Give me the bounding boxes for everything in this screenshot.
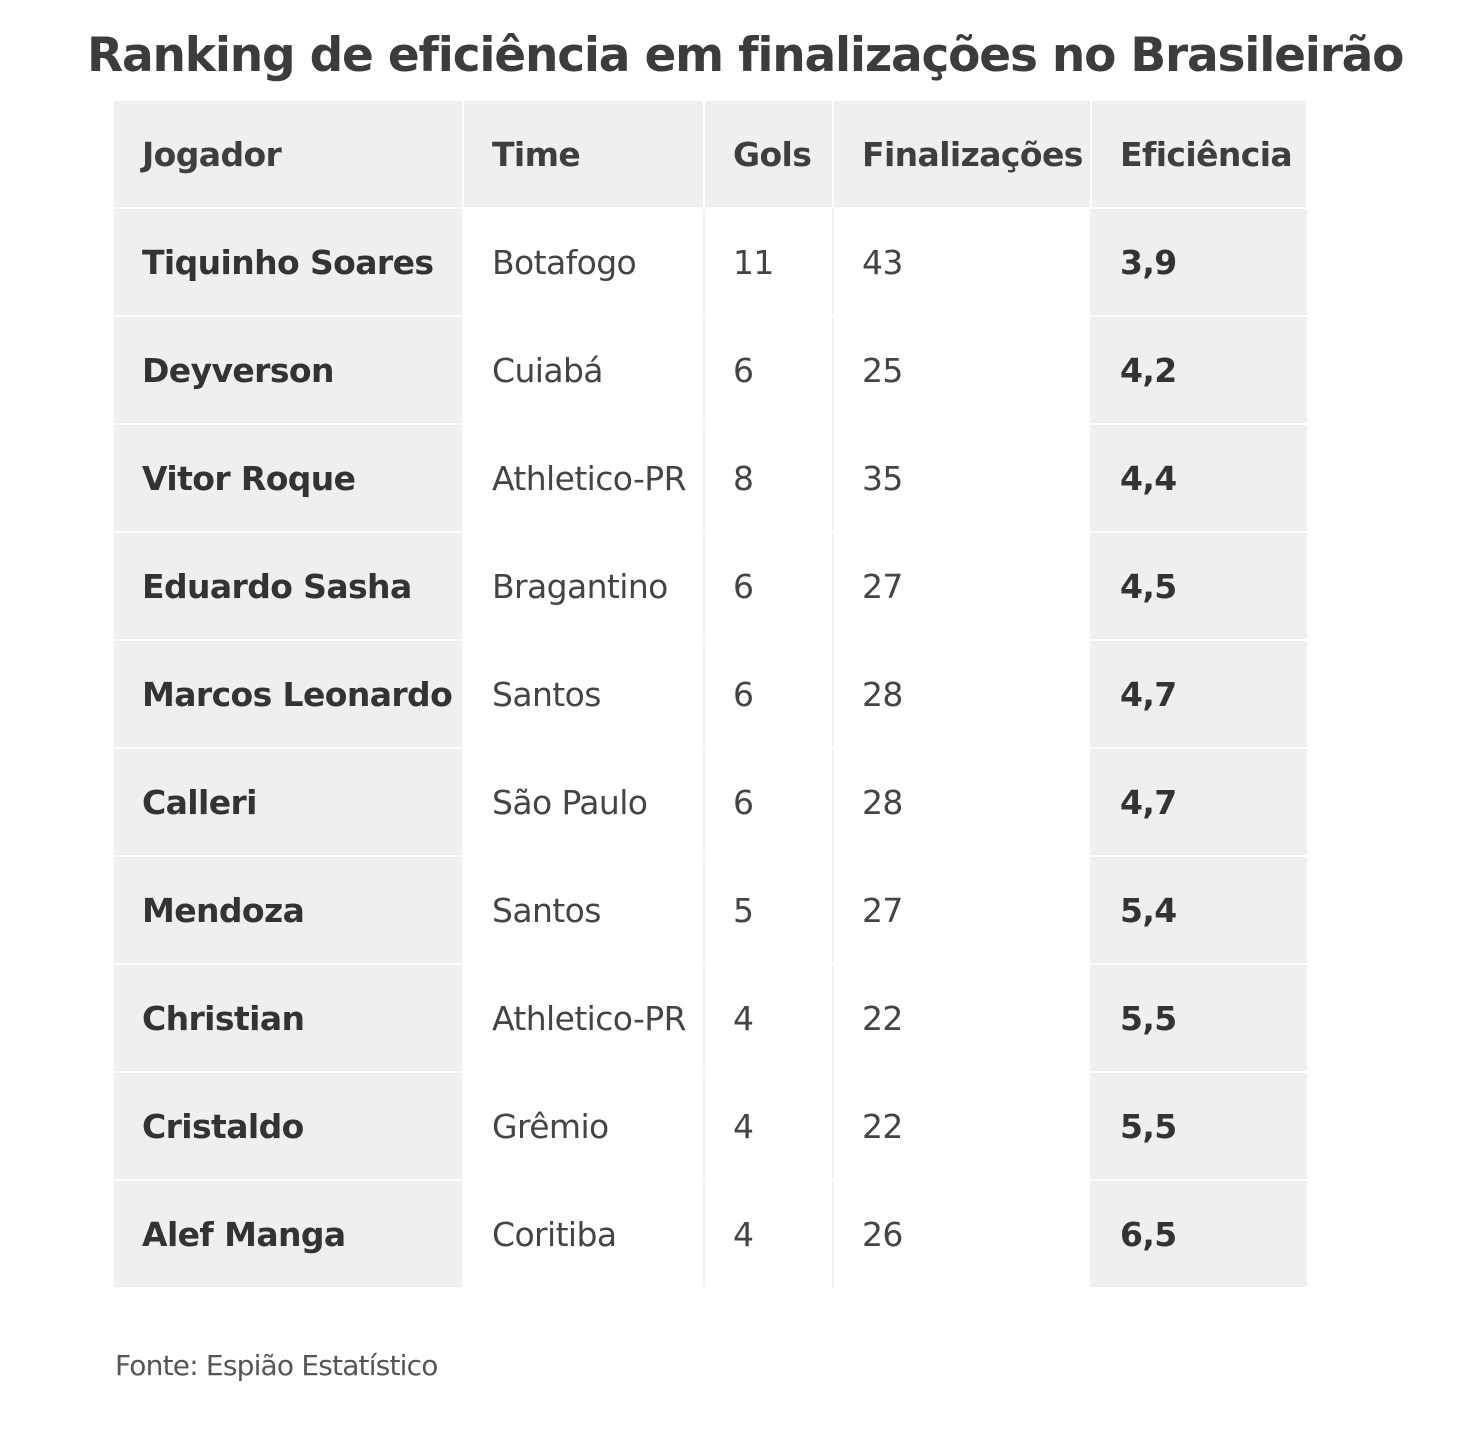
goals-cell: 6 (704, 748, 834, 857)
team-cell: Santos (463, 640, 705, 749)
goals-cell: 4 (704, 964, 834, 1073)
header-goals: Gols (704, 101, 834, 209)
team-cell: Botafogo (463, 208, 705, 317)
efficiency-cell: 4,4 (1091, 424, 1307, 533)
goals-cell: 11 (704, 208, 834, 317)
team-cell: Coritiba (463, 1180, 705, 1289)
header-player: Jogador (114, 101, 464, 209)
team-cell: São Paulo (463, 748, 705, 857)
player-cell: Cristaldo (114, 1072, 464, 1181)
efficiency-cell: 4,2 (1091, 316, 1307, 425)
table-row: Alef Manga Coritiba 4 26 6,5 (114, 1180, 1307, 1289)
shots-cell: 28 (833, 640, 1092, 749)
shots-cell: 27 (833, 856, 1092, 965)
efficiency-cell: 5,5 (1091, 1072, 1307, 1181)
goals-cell: 6 (704, 316, 834, 425)
player-cell: Eduardo Sasha (114, 532, 464, 641)
shots-cell: 25 (833, 316, 1092, 425)
shots-cell: 26 (833, 1180, 1092, 1289)
table-row: Christian Athletico-PR 4 22 5,5 (114, 964, 1307, 1073)
header-efficiency: Eficiência (1091, 101, 1308, 209)
table-row: Deyverson Cuiabá 6 25 4,2 (114, 316, 1307, 425)
table-row: Eduardo Sasha Bragantino 6 27 4,5 (114, 532, 1307, 641)
table-row: Tiquinho Soares Botafogo 11 43 3,9 (114, 208, 1307, 317)
table-body: Tiquinho Soares Botafogo 11 43 3,9 Deyve… (114, 208, 1307, 1289)
player-cell: Vitor Roque (114, 424, 464, 533)
team-cell: Athletico-PR (463, 964, 705, 1073)
table-row: Calleri São Paulo 6 28 4,7 (114, 748, 1307, 857)
player-cell: Mendoza (114, 856, 464, 965)
goals-cell: 4 (704, 1180, 834, 1289)
source-note: Fonte: Espião Estatístico (115, 1349, 438, 1382)
team-cell: Grêmio (463, 1072, 705, 1181)
table-row: Marcos Leonardo Santos 6 28 4,7 (114, 640, 1307, 749)
efficiency-cell: 6,5 (1091, 1180, 1307, 1289)
player-cell: Christian (114, 964, 464, 1073)
header-row: Jogador Time Gols Finalizações Eficiênci… (114, 101, 1308, 209)
goals-cell: 5 (704, 856, 834, 965)
shots-cell: 35 (833, 424, 1092, 533)
player-cell: Calleri (114, 748, 464, 857)
goals-cell: 8 (704, 424, 834, 533)
efficiency-cell: 4,7 (1091, 748, 1307, 857)
page-title: Ranking de eficiência em finalizações no… (87, 28, 1404, 83)
table-row: Cristaldo Grêmio 4 22 5,5 (114, 1072, 1307, 1181)
shots-cell: 27 (833, 532, 1092, 641)
efficiency-cell: 4,7 (1091, 640, 1307, 749)
goals-cell: 6 (704, 640, 834, 749)
efficiency-ranking-table: Jogador Time Gols Finalizações Eficiênci… (114, 101, 1308, 1289)
efficiency-cell: 3,9 (1091, 208, 1307, 317)
table-row: Mendoza Santos 5 27 5,4 (114, 856, 1307, 965)
player-cell: Marcos Leonardo (114, 640, 464, 749)
player-cell: Tiquinho Soares (114, 208, 464, 317)
shots-cell: 22 (833, 1072, 1092, 1181)
shots-cell: 28 (833, 748, 1092, 857)
table-row: Vitor Roque Athletico-PR 8 35 4,4 (114, 424, 1307, 533)
shots-cell: 43 (833, 208, 1092, 317)
header-team: Time (463, 101, 705, 209)
player-cell: Alef Manga (114, 1180, 464, 1289)
shots-cell: 22 (833, 964, 1092, 1073)
team-cell: Bragantino (463, 532, 705, 641)
team-cell: Athletico-PR (463, 424, 705, 533)
team-cell: Cuiabá (463, 316, 705, 425)
table-header: Jogador Time Gols Finalizações Eficiênci… (114, 101, 1308, 209)
efficiency-cell: 4,5 (1091, 532, 1307, 641)
goals-cell: 4 (704, 1072, 834, 1181)
player-cell: Deyverson (114, 316, 464, 425)
team-cell: Santos (463, 856, 705, 965)
efficiency-cell: 5,4 (1091, 856, 1307, 965)
header-shots: Finalizações (833, 101, 1092, 209)
efficiency-cell: 5,5 (1091, 964, 1307, 1073)
goals-cell: 6 (704, 532, 834, 641)
